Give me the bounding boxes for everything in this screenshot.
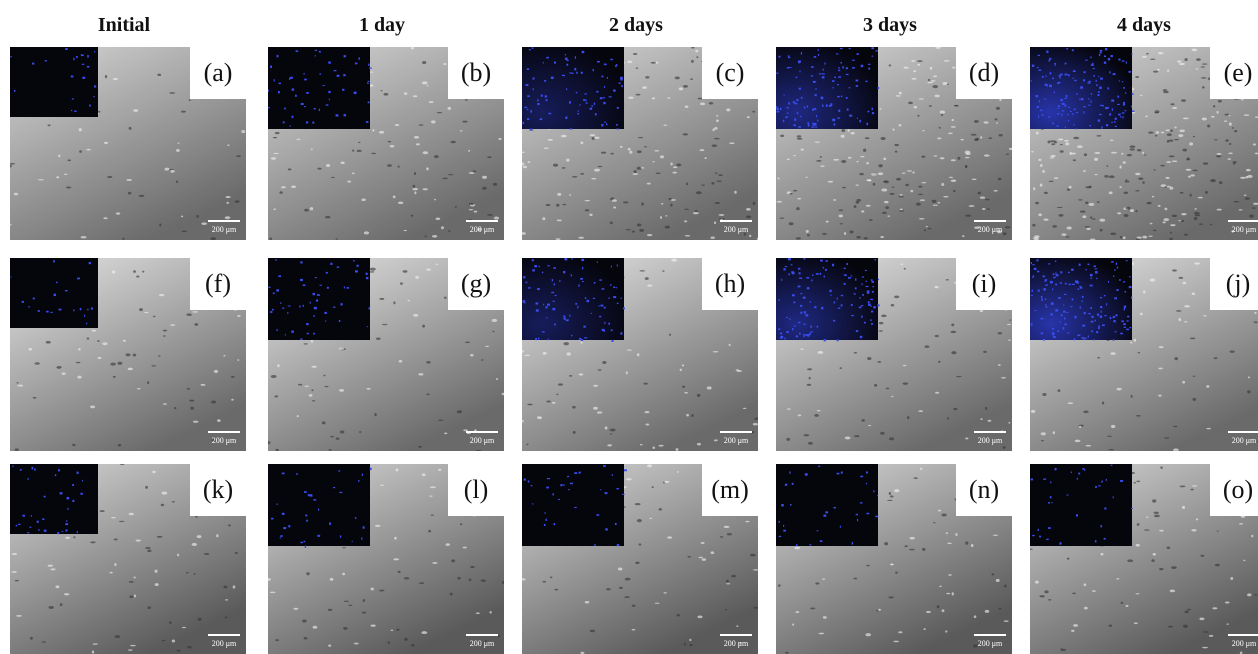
scale-bar: 200 μm bbox=[974, 220, 1006, 234]
scale-bar: 200 μm bbox=[1228, 634, 1258, 648]
micrograph-panel: (a) 200 μm bbox=[10, 47, 246, 240]
panel-label: (i) bbox=[956, 258, 1012, 310]
scale-bar: 200 μm bbox=[208, 431, 240, 445]
scale-bar: 200 μm bbox=[466, 220, 498, 234]
figure: {"columns": ["Initial", "1 day", "2 days… bbox=[0, 0, 1258, 653]
panel-label: (m) bbox=[702, 464, 758, 516]
micrograph-panel: (k) 200 μm bbox=[10, 464, 246, 654]
micrograph-panel: (n) 200 μm bbox=[776, 464, 1012, 654]
scale-bar: 200 μm bbox=[974, 431, 1006, 445]
panel-label: (h) bbox=[702, 258, 758, 310]
micrograph-panel: (l) 200 μm bbox=[268, 464, 504, 654]
column-header: 1 day bbox=[266, 14, 498, 37]
micrograph-panel: (f) 200 μm bbox=[10, 258, 246, 451]
micrograph-panel: (j) 200 μm bbox=[1030, 258, 1258, 451]
micrograph-panel: (c) 200 μm bbox=[522, 47, 758, 240]
scale-bar: 200 μm bbox=[1228, 220, 1258, 234]
column-header: Initial bbox=[8, 14, 240, 37]
panel-label: (k) bbox=[190, 464, 246, 516]
panel-label: (a) bbox=[190, 47, 246, 99]
scale-bar: 200 μm bbox=[720, 634, 752, 648]
panel-label: (d) bbox=[956, 47, 1012, 99]
panel-label: (e) bbox=[1210, 47, 1258, 99]
column-header: 3 days bbox=[774, 14, 1006, 37]
panel-label: (n) bbox=[956, 464, 1012, 516]
panel-label: (o) bbox=[1210, 464, 1258, 516]
micrograph-panel: (g) 200 μm bbox=[268, 258, 504, 451]
scale-bar: 200 μm bbox=[208, 634, 240, 648]
scale-bar: 200 μm bbox=[208, 220, 240, 234]
panel-label: (b) bbox=[448, 47, 504, 99]
scale-bar: 200 μm bbox=[974, 634, 1006, 648]
column-header: 4 days bbox=[1028, 14, 1258, 37]
micrograph-panel: (e) 200 μm bbox=[1030, 47, 1258, 240]
scale-bar: 200 μm bbox=[466, 431, 498, 445]
scale-bar: 200 μm bbox=[466, 634, 498, 648]
micrograph-panel: (o) 200 μm bbox=[1030, 464, 1258, 654]
panel-label: (c) bbox=[702, 47, 758, 99]
micrograph-panel: (b) 200 μm bbox=[268, 47, 504, 240]
micrograph-panel: (i) 200 μm bbox=[776, 258, 1012, 451]
micrograph-panel: (h) 200 μm bbox=[522, 258, 758, 451]
micrograph-panel: (m) 200 μm bbox=[522, 464, 758, 654]
micrograph-panel: (d) 200 μm bbox=[776, 47, 1012, 240]
panel-label: (j) bbox=[1210, 258, 1258, 310]
panel-label: (g) bbox=[448, 258, 504, 310]
scale-bar: 200 μm bbox=[720, 431, 752, 445]
panel-label: (f) bbox=[190, 258, 246, 310]
scale-bar: 200 μm bbox=[720, 220, 752, 234]
panel-label: (l) bbox=[448, 464, 504, 516]
column-header: 2 days bbox=[520, 14, 752, 37]
scale-bar: 200 μm bbox=[1228, 431, 1258, 445]
